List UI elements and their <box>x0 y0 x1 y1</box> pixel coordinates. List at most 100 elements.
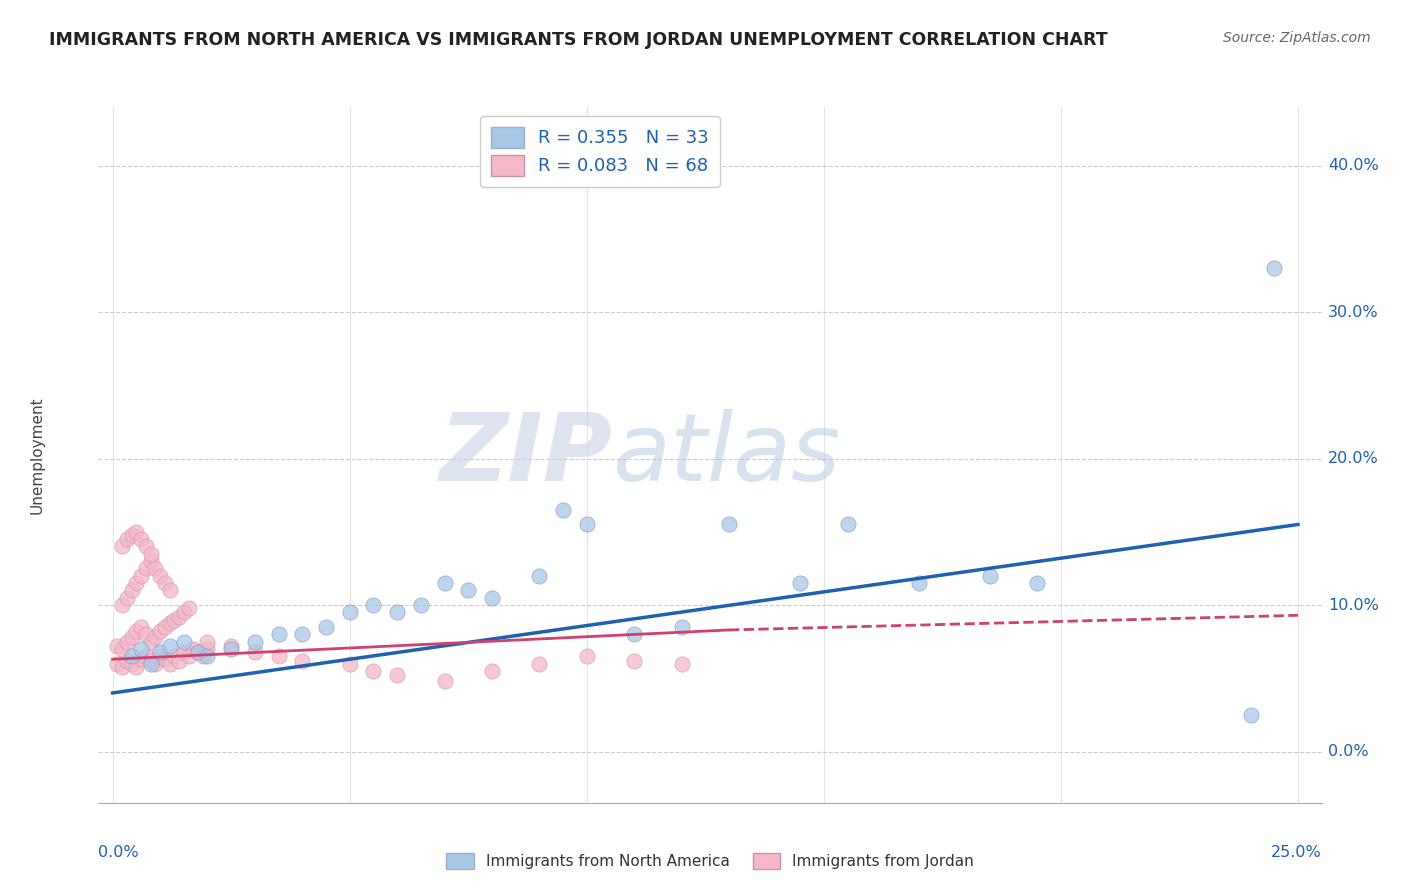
Point <box>149 568 172 582</box>
Point <box>243 645 266 659</box>
Point <box>139 554 162 568</box>
Point <box>121 527 143 541</box>
Point <box>623 654 645 668</box>
Point <box>789 576 811 591</box>
Point <box>125 659 148 673</box>
Text: 10.0%: 10.0% <box>1327 598 1379 613</box>
Point <box>907 576 929 591</box>
Point <box>197 634 219 648</box>
Point <box>129 620 152 634</box>
Point <box>191 649 214 664</box>
Point <box>115 591 138 605</box>
Point <box>671 657 693 671</box>
Point <box>143 561 166 575</box>
Text: 0.0%: 0.0% <box>1327 744 1368 759</box>
Point <box>187 645 209 659</box>
Point <box>837 517 859 532</box>
Point <box>143 630 166 644</box>
Point <box>111 540 134 554</box>
Point <box>1263 261 1285 276</box>
Point <box>167 654 190 668</box>
Point <box>173 606 195 620</box>
Point <box>409 598 432 612</box>
Point <box>135 649 157 664</box>
Point <box>105 639 128 653</box>
Point <box>177 601 200 615</box>
Point <box>1239 707 1261 722</box>
Point <box>717 517 740 532</box>
Point <box>197 649 219 664</box>
Text: 20.0%: 20.0% <box>1327 451 1378 467</box>
Point <box>481 664 503 678</box>
Point <box>197 642 219 657</box>
Point <box>139 547 162 561</box>
Point <box>115 634 138 648</box>
Point <box>529 657 551 671</box>
Point <box>575 649 598 664</box>
Point <box>339 606 361 620</box>
Point <box>291 627 314 641</box>
Point <box>139 634 162 648</box>
Point <box>433 576 456 591</box>
Point <box>575 517 598 532</box>
Point <box>181 642 204 657</box>
Point <box>291 654 314 668</box>
Point <box>159 583 181 598</box>
Point <box>139 657 162 671</box>
Point <box>129 652 152 666</box>
Point <box>149 645 172 659</box>
Point <box>121 657 143 671</box>
Point <box>121 583 143 598</box>
Point <box>363 664 385 678</box>
Point <box>385 606 408 620</box>
Point <box>481 591 503 605</box>
Point <box>671 620 693 634</box>
Point <box>111 642 134 657</box>
Point <box>173 645 195 659</box>
Text: 40.0%: 40.0% <box>1327 158 1378 173</box>
Point <box>219 639 242 653</box>
Point <box>125 624 148 639</box>
Point <box>143 657 166 671</box>
Point <box>149 649 172 664</box>
Point <box>187 645 209 659</box>
Point <box>315 620 337 634</box>
Point <box>159 615 181 630</box>
Point <box>135 561 157 575</box>
Point <box>135 627 157 641</box>
Point <box>153 652 176 666</box>
Point <box>177 649 200 664</box>
Text: Unemployment: Unemployment <box>30 396 45 514</box>
Text: Source: ZipAtlas.com: Source: ZipAtlas.com <box>1223 31 1371 45</box>
Point <box>339 657 361 671</box>
Point <box>129 532 152 546</box>
Point <box>163 613 186 627</box>
Point <box>111 659 134 673</box>
Point <box>551 503 574 517</box>
Point <box>173 634 195 648</box>
Point <box>267 649 290 664</box>
Point <box>267 627 290 641</box>
Point <box>1026 576 1049 591</box>
Text: atlas: atlas <box>612 409 841 500</box>
Point <box>139 654 162 668</box>
Point <box>163 649 186 664</box>
Point <box>457 583 479 598</box>
Point <box>433 674 456 689</box>
Point <box>129 568 152 582</box>
Point <box>153 576 176 591</box>
Text: IMMIGRANTS FROM NORTH AMERICA VS IMMIGRANTS FROM JORDAN UNEMPLOYMENT CORRELATION: IMMIGRANTS FROM NORTH AMERICA VS IMMIGRA… <box>49 31 1108 49</box>
Point <box>121 630 143 644</box>
Point <box>149 624 172 639</box>
Point <box>105 657 128 671</box>
Point <box>125 576 148 591</box>
Point <box>363 598 385 612</box>
Point <box>623 627 645 641</box>
Point <box>115 654 138 668</box>
Text: ZIP: ZIP <box>439 409 612 501</box>
Point <box>121 649 143 664</box>
Point <box>111 598 134 612</box>
Point <box>129 642 152 657</box>
Text: 0.0%: 0.0% <box>98 845 139 860</box>
Point <box>159 639 181 653</box>
